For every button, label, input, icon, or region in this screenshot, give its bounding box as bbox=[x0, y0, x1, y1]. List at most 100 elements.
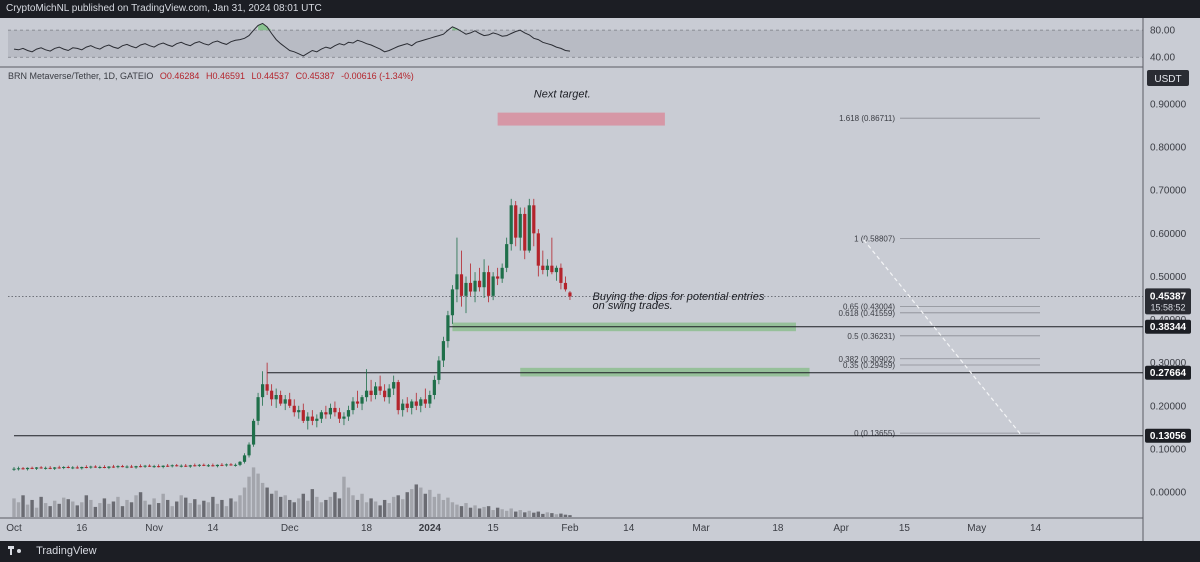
rsi-level-label: 40.00 bbox=[1150, 53, 1175, 64]
rsi-line bbox=[13, 22, 571, 57]
volume-bar bbox=[477, 508, 482, 517]
candle-body bbox=[247, 444, 251, 456]
candle-body bbox=[423, 399, 427, 404]
fib-label: 0.382 (0.30902) bbox=[839, 355, 896, 364]
current-price-label: 0.45387 bbox=[1150, 291, 1187, 302]
volume-bar bbox=[360, 493, 364, 517]
time-tick-label: 14 bbox=[1030, 523, 1042, 534]
candle-body bbox=[333, 407, 337, 413]
volume-bar bbox=[75, 505, 79, 517]
time-tick-label: Mar bbox=[692, 523, 710, 534]
volume-bar bbox=[283, 495, 287, 517]
candle-body bbox=[129, 466, 134, 468]
volume-bar bbox=[333, 492, 337, 517]
volume-bar bbox=[346, 487, 351, 517]
candle-body bbox=[346, 410, 351, 417]
volume-bar bbox=[34, 507, 39, 517]
volume-bar bbox=[486, 506, 491, 517]
candle-body bbox=[102, 466, 106, 468]
price-tick-label: 0.50000 bbox=[1150, 272, 1187, 283]
annotation-text: Buying the dips for potential entries bbox=[593, 291, 765, 303]
candle-body bbox=[509, 205, 513, 245]
time-tick-label: 14 bbox=[623, 523, 635, 534]
candle-body bbox=[554, 267, 558, 273]
candle-body bbox=[328, 407, 332, 415]
candle-body bbox=[410, 401, 414, 408]
ohlc-open: O0.46284 bbox=[160, 71, 200, 81]
level-price-badge bbox=[1145, 319, 1191, 334]
candle-body bbox=[482, 272, 486, 288]
candle-body bbox=[62, 466, 66, 468]
volume-bar bbox=[396, 495, 400, 517]
candle-body bbox=[496, 276, 500, 279]
candle-body bbox=[233, 464, 238, 466]
volume-bar bbox=[405, 492, 409, 517]
volume-bar bbox=[468, 507, 473, 517]
candle-body bbox=[360, 397, 364, 404]
candle-body bbox=[563, 282, 568, 290]
volume-bar bbox=[206, 502, 211, 517]
publish-line: CryptoMichNL published on TradingView.co… bbox=[6, 3, 322, 14]
volume-bar bbox=[52, 500, 57, 517]
currency-badge[interactable] bbox=[1147, 70, 1189, 86]
candle-body bbox=[437, 360, 441, 380]
candle-body bbox=[57, 467, 61, 469]
candle-body bbox=[428, 395, 432, 404]
volume-bar bbox=[428, 489, 432, 517]
candle-body bbox=[71, 467, 75, 469]
volume-bar bbox=[464, 503, 468, 517]
candle-body bbox=[125, 466, 129, 468]
volume-bar bbox=[306, 500, 310, 517]
volume-bar bbox=[437, 493, 441, 517]
candle-body bbox=[120, 466, 125, 468]
price-tick-label: 0.20000 bbox=[1150, 401, 1187, 412]
candle-body bbox=[39, 467, 43, 469]
time-tick-label: 2024 bbox=[419, 523, 442, 534]
candle-body bbox=[184, 465, 188, 467]
volume-bar bbox=[342, 476, 346, 517]
volume-bar bbox=[410, 489, 414, 517]
current-price-badge bbox=[1145, 288, 1191, 315]
candle-body bbox=[369, 390, 373, 395]
rsi-band bbox=[8, 30, 1143, 58]
volume-bar bbox=[21, 495, 25, 517]
volume-bar bbox=[482, 506, 486, 517]
volume-bar bbox=[147, 504, 152, 517]
volume-bar bbox=[514, 511, 518, 517]
volume-bar bbox=[238, 495, 242, 517]
volume-bar bbox=[292, 502, 296, 517]
candle-body bbox=[324, 412, 328, 415]
footer-brand: TradingView bbox=[36, 545, 97, 557]
volume-bar bbox=[373, 501, 378, 517]
volume-bar bbox=[419, 487, 423, 517]
candle-body bbox=[378, 386, 382, 391]
candle-body bbox=[93, 466, 97, 468]
candle-body bbox=[261, 384, 265, 398]
level-price-label: 0.27664 bbox=[1150, 368, 1187, 379]
candle-body bbox=[432, 379, 436, 395]
candle-body bbox=[477, 280, 482, 288]
volume-bar bbox=[202, 500, 206, 517]
time-tick-label: 15 bbox=[899, 523, 911, 534]
candle-body bbox=[450, 289, 455, 316]
volume-bar bbox=[297, 498, 301, 517]
candle-body bbox=[193, 465, 197, 467]
candle-body bbox=[491, 276, 495, 296]
volume-bar bbox=[80, 502, 84, 517]
candle-body bbox=[505, 244, 509, 268]
volume-bar bbox=[364, 502, 369, 517]
volume-bar bbox=[315, 496, 319, 517]
candle-body bbox=[25, 467, 30, 470]
annotation-text: on swing trades. bbox=[593, 300, 673, 312]
candle-body bbox=[310, 416, 314, 421]
candle-body bbox=[550, 265, 554, 273]
volume-bar bbox=[129, 502, 134, 517]
time-tick-label: 18 bbox=[772, 523, 784, 534]
volume-bar bbox=[288, 499, 292, 517]
annotation-text: Next target. bbox=[534, 89, 591, 101]
candle-body bbox=[414, 401, 418, 406]
time-tick-label: 18 bbox=[361, 523, 373, 534]
annotations: Next target. Buying the dips for potentia… bbox=[534, 89, 765, 312]
candle-body bbox=[179, 465, 183, 467]
